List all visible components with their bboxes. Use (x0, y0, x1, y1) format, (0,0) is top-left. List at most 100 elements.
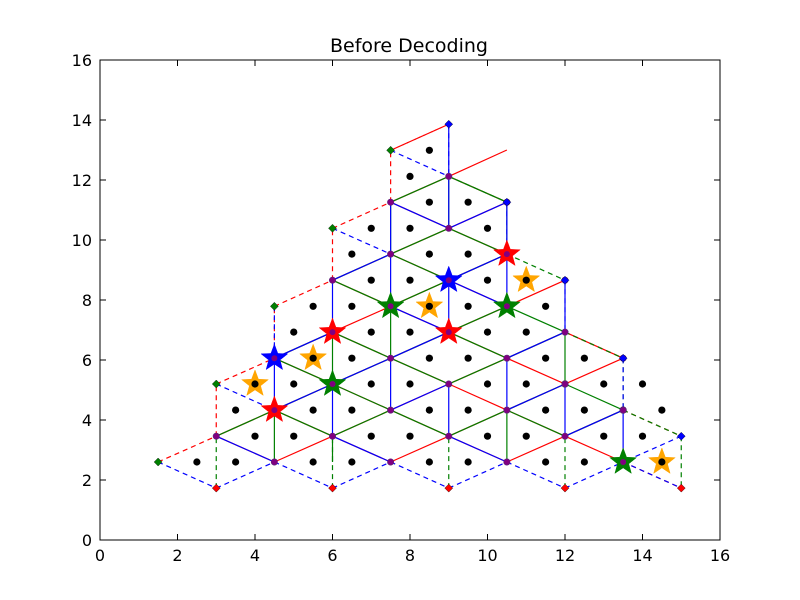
y-tick-label: 6 (82, 351, 92, 370)
green-boundary-edge (448, 175, 508, 203)
red-lattice-edge (448, 383, 508, 411)
red-boundary-edge (216, 357, 275, 385)
blue-lattice-edge (448, 201, 508, 229)
blue-lattice-edge (332, 435, 391, 463)
qubit-dot (425, 250, 433, 258)
x-tick-label: 8 (405, 546, 415, 565)
qubit-dot (464, 302, 472, 310)
red-boundary-diamond (211, 483, 221, 493)
qubit-dot (425, 146, 433, 154)
qubit-dot (425, 458, 433, 466)
blue-lattice-edge (390, 383, 449, 411)
qubit-dot (464, 354, 472, 362)
syndrome-star-vertex (387, 303, 394, 310)
qubit-dot (193, 458, 201, 466)
blue-boundary-edge (506, 461, 566, 489)
lattice-vertex (387, 458, 395, 466)
green-lattice-edge (332, 383, 391, 411)
lattice-vertex (619, 406, 627, 414)
red-boundary-edge (274, 279, 333, 307)
green-lattice-edge (332, 409, 391, 437)
error-star-center-dot (425, 302, 433, 310)
qubit-dot (658, 406, 666, 414)
qubit-dot (290, 328, 298, 336)
qubit-dot (367, 380, 375, 388)
y-tick-label: 12 (72, 171, 92, 190)
qubit-dot (464, 198, 472, 206)
error-star-center-dot (658, 458, 666, 466)
y-tick-label: 8 (82, 291, 92, 310)
error-star-center-dot (309, 354, 317, 362)
qubit-dot (367, 432, 375, 440)
qubit-dot (348, 302, 356, 310)
x-tick-label: 2 (172, 546, 182, 565)
lattice-vertex (503, 354, 511, 362)
green-boundary-edge (622, 409, 682, 437)
lattice-vertex (445, 172, 453, 180)
qubit-dot (406, 328, 414, 336)
qubit-dot (406, 276, 414, 284)
syndrome-star-vertex (445, 329, 452, 336)
blue-lattice-edge (390, 201, 449, 229)
qubit-dot (309, 458, 317, 466)
lattice-vertex (561, 328, 569, 336)
blue-boundary-edge (216, 461, 275, 489)
qubit-dot (406, 380, 414, 388)
lattice-vertex (561, 380, 569, 388)
lattice-vertex (445, 380, 453, 388)
green-boundary-diamond (153, 457, 163, 467)
qubit-dot (638, 432, 647, 440)
blue-boundary-diamond (676, 431, 686, 441)
qubit-dot (290, 432, 298, 440)
qubit-dot (232, 406, 240, 414)
qubit-dot (232, 458, 240, 466)
blue-boundary-edge (622, 435, 682, 463)
qubit-dot (542, 458, 550, 466)
tick-layer: 0 2 4 6 8 10 12 14 16 0 2 4 6 8 10 12 14 16 (72, 51, 731, 565)
lattice-vertex (503, 406, 511, 414)
syndrome-star-vertex (445, 277, 452, 284)
blue-lattice-edge (390, 331, 449, 359)
green-boundary-diamond (270, 302, 279, 311)
green-boundary-edge (564, 331, 624, 359)
lattice-vertex (387, 354, 395, 362)
qubit-dot (600, 380, 608, 388)
qubit-dot (406, 172, 414, 180)
blue-lattice-edge (448, 435, 508, 463)
blue-boundary-edge (332, 227, 391, 255)
qubit-dot (483, 432, 492, 440)
red-lattice-edge (564, 357, 624, 385)
blue-boundary-edge (390, 461, 449, 489)
green-lattice-edge (390, 409, 449, 437)
lattice-vertex (561, 432, 569, 440)
lattice-vertex (387, 198, 395, 206)
error-star-center-dot (522, 276, 530, 284)
lattice-vertex (328, 276, 336, 284)
x-tick-label: 10 (477, 546, 497, 565)
x-tick-label: 12 (555, 546, 575, 565)
y-tick-label: 16 (72, 51, 92, 70)
blue-boundary-diamond (560, 275, 570, 285)
syndrome-star-vertex (329, 381, 336, 387)
red-boundary-diamond (676, 483, 686, 493)
y-tick-label: 0 (82, 531, 92, 550)
green-lattice-edge (448, 331, 508, 359)
blue-boundary-edge (448, 461, 508, 489)
red-boundary-edge (390, 123, 449, 151)
qubit-dot (522, 432, 530, 440)
lattice-vertex (445, 224, 453, 232)
blue-lattice-edge (564, 409, 624, 437)
green-lattice-edge (390, 175, 449, 203)
green-lattice-edge (506, 305, 566, 333)
green-lattice-edge (448, 409, 508, 437)
lattice-vertex (445, 432, 453, 440)
blue-boundary-edge (157, 461, 217, 489)
qubit-dot (367, 224, 375, 232)
y-tick-label: 4 (82, 411, 92, 430)
qubit-dot (367, 328, 375, 336)
blue-boundary-diamond (444, 119, 454, 129)
qubit-dot (483, 276, 492, 284)
qubit-dot (600, 432, 608, 440)
qubit-dot (464, 458, 472, 466)
x-tick-label: 16 (710, 546, 730, 565)
